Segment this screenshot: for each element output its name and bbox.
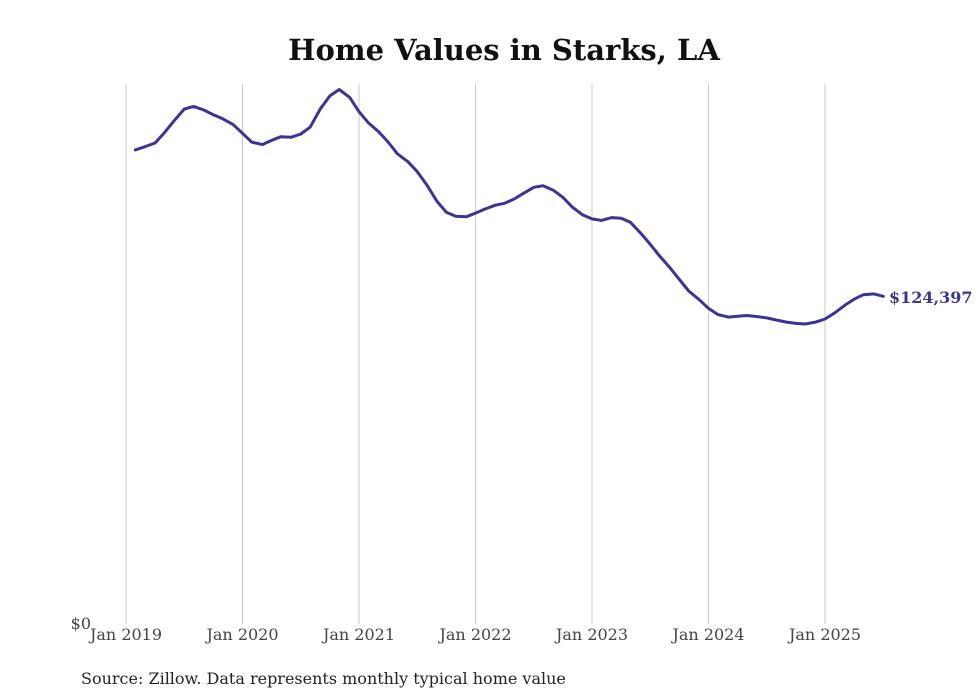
x-tick-label-2021: Jan 2021 [321, 625, 395, 644]
x-tick-label-2019: Jan 2019 [88, 625, 162, 644]
x-tick-label-2020: Jan 2020 [204, 625, 278, 644]
grid-lines [125, 84, 826, 624]
source-note: Source: Zillow. Data represents monthly … [81, 669, 566, 688]
series-line-home-value [133, 88, 885, 326]
end-value-label: $124,397 [889, 288, 973, 307]
y-tick-label-zero: $0 [71, 614, 91, 633]
chart-title: Home Values in Starks, LA [288, 33, 720, 67]
x-tick-label-2024: Jan 2024 [670, 625, 744, 644]
x-tick-label-2023: Jan 2023 [554, 625, 628, 644]
x-axis: Jan 2019 Jan 2020 Jan 2021 Jan 2022 Jan 2023… [88, 625, 861, 644]
x-tick-label-2025: Jan 2025 [787, 625, 861, 644]
x-tick-label-2022: Jan 2022 [437, 625, 511, 644]
